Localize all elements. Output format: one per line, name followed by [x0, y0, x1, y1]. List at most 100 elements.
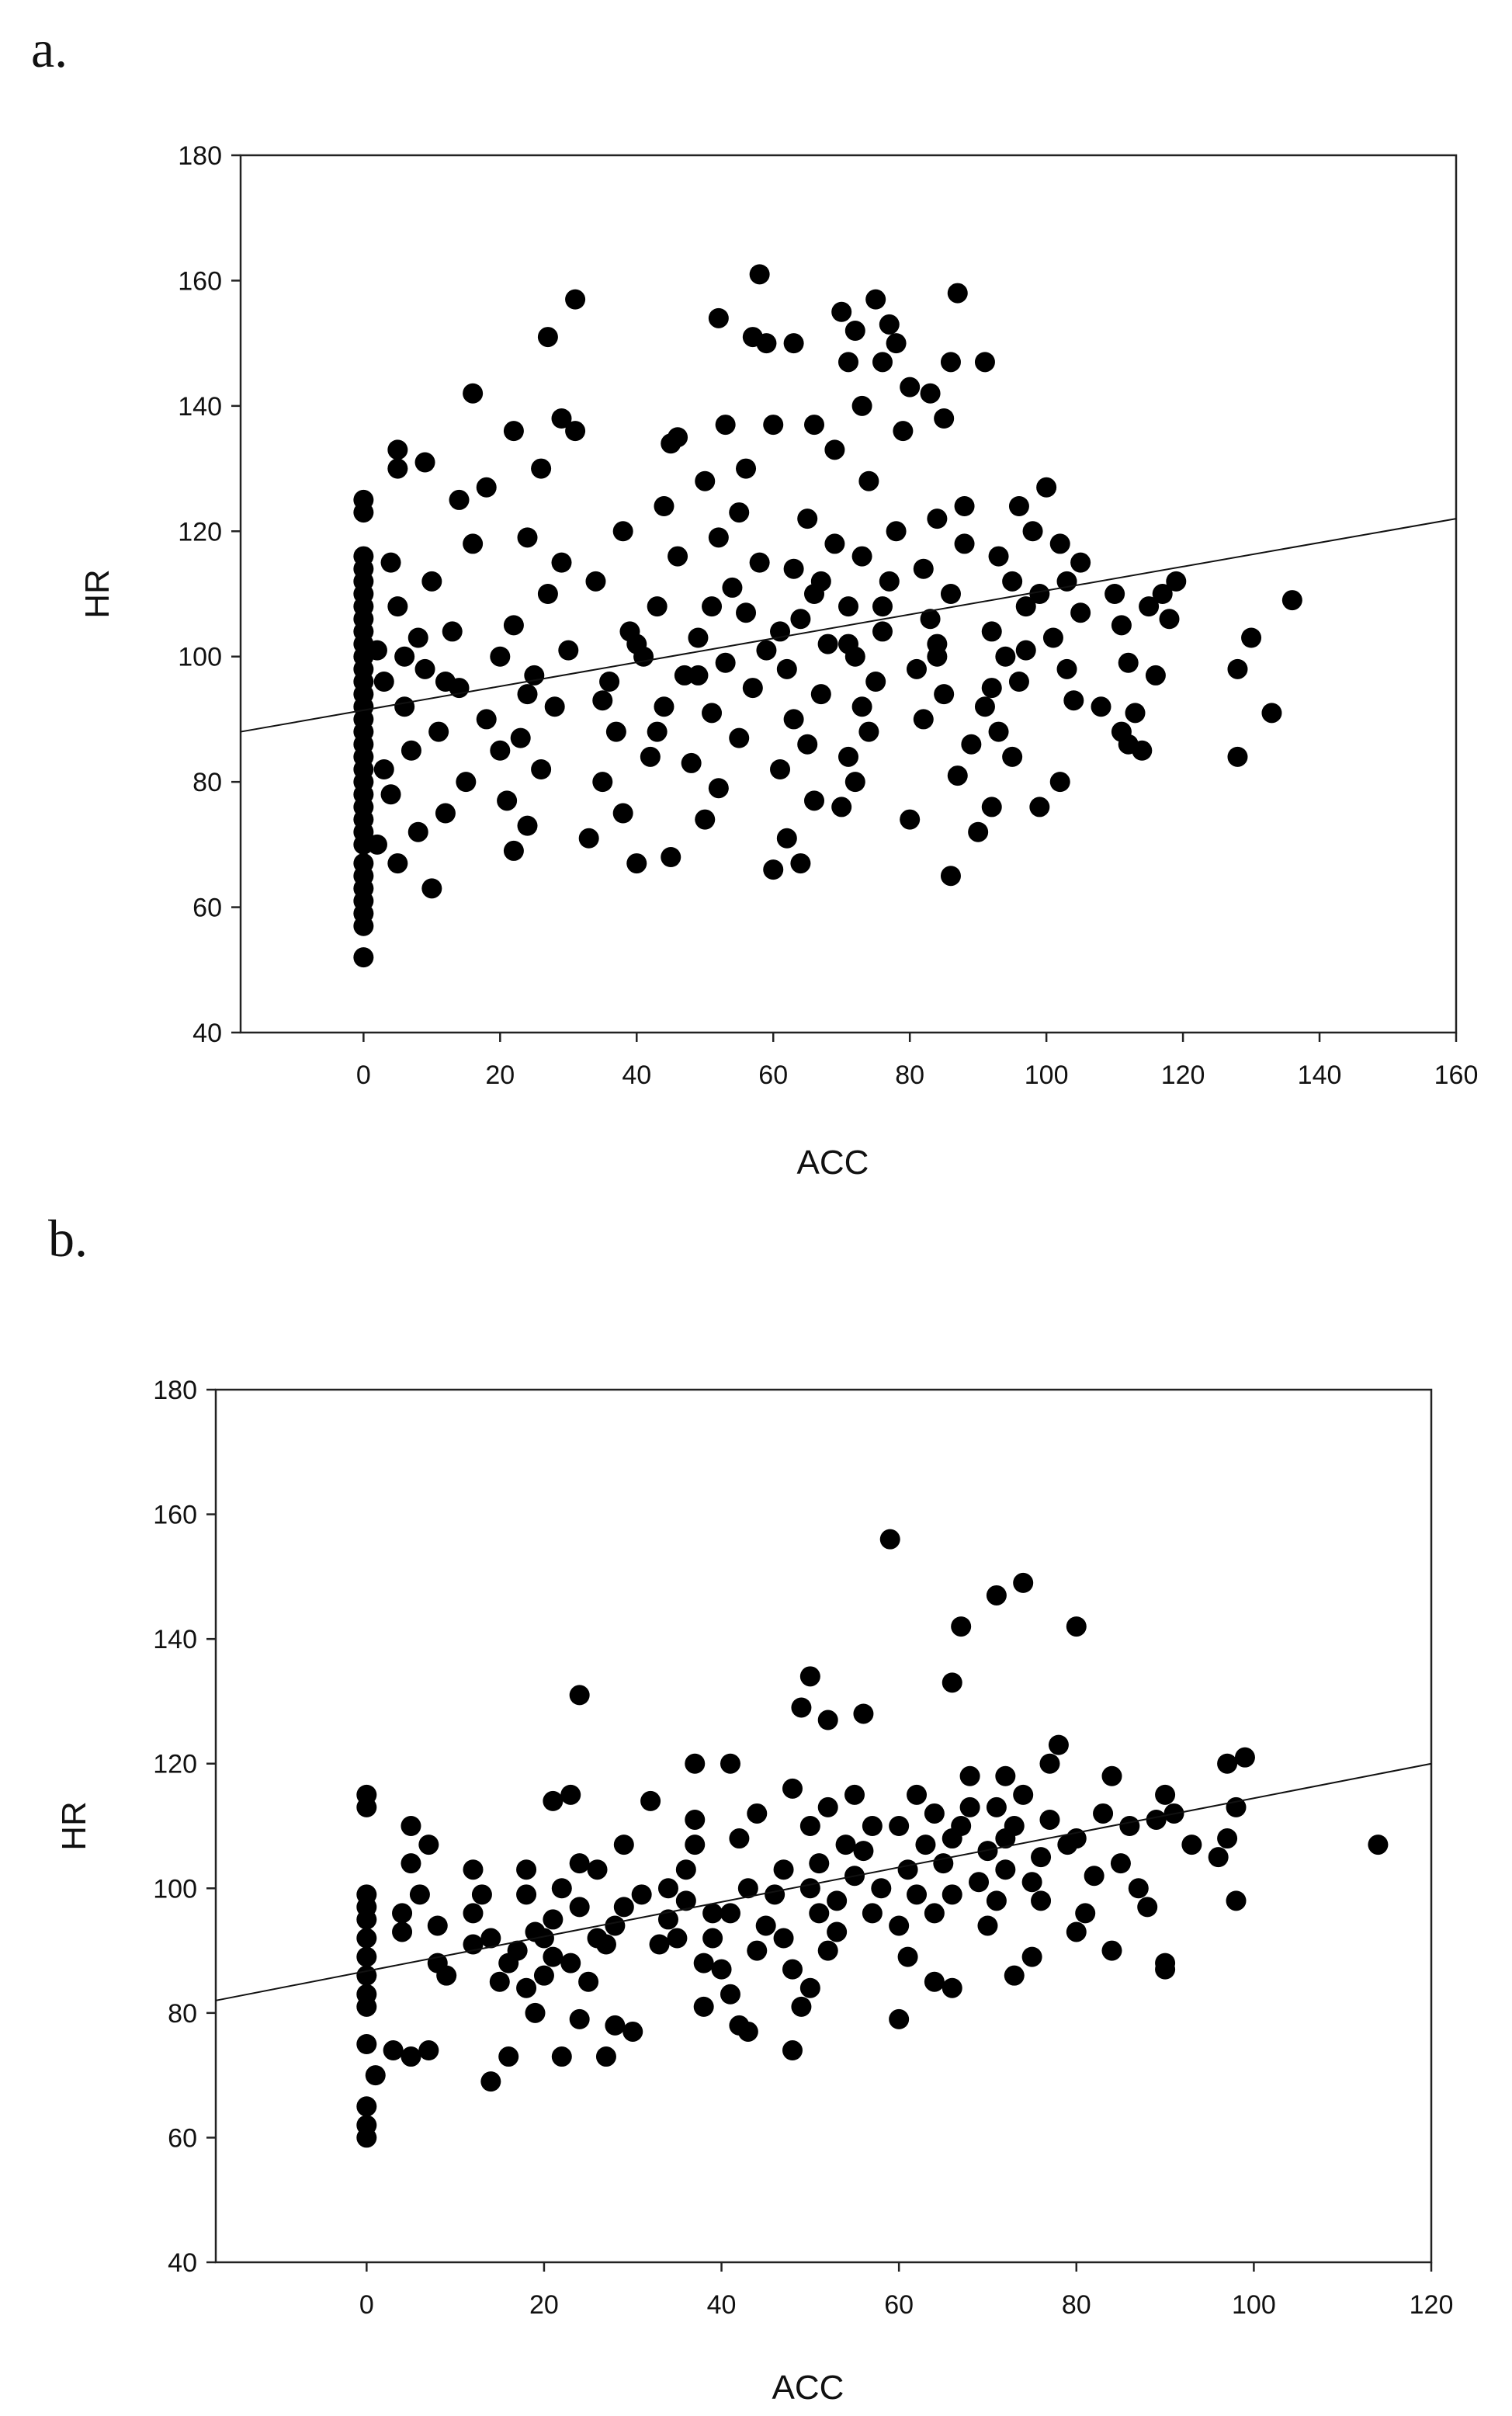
data-point [974, 696, 995, 717]
data-point [790, 853, 811, 874]
data-point [810, 684, 831, 705]
data-point [799, 1816, 820, 1836]
y-tick-label: 120 [153, 1750, 197, 1779]
data-point [715, 415, 736, 436]
data-point [480, 2071, 501, 2092]
data-point [551, 552, 572, 573]
data-point [356, 2096, 377, 2117]
data-point [791, 1697, 812, 1718]
x-tick-label: 60 [884, 2290, 914, 2320]
data-point [1132, 740, 1153, 761]
data-point [737, 1878, 758, 1899]
data-point [977, 1841, 998, 1862]
data-point [835, 1835, 856, 1855]
data-point [578, 1971, 599, 1992]
data-point [981, 621, 1002, 642]
data-point [510, 727, 531, 748]
data-point [942, 1977, 962, 1998]
data-point [838, 746, 858, 767]
data-point [986, 1796, 1007, 1817]
data-point [543, 1790, 564, 1811]
data-point [366, 640, 387, 661]
data-point [729, 1828, 750, 1849]
data-point [1066, 1921, 1087, 1942]
data-point [756, 640, 777, 661]
data-point [783, 558, 804, 579]
data-point [765, 1884, 785, 1905]
data-point [804, 415, 825, 436]
data-point [647, 721, 668, 742]
data-point [981, 797, 1002, 817]
data-point [799, 1878, 820, 1899]
data-point [647, 596, 668, 617]
data-point [804, 790, 825, 811]
data-point [1049, 533, 1070, 554]
data-point [353, 853, 374, 874]
data-point [715, 652, 736, 673]
data-point [558, 640, 579, 661]
data-point [1101, 1765, 1122, 1786]
data-point [1145, 665, 1166, 686]
y-tick-label: 60 [192, 894, 222, 923]
data-point [1070, 602, 1091, 623]
data-point [749, 552, 770, 573]
data-point [1217, 1753, 1238, 1774]
data-point [693, 1996, 714, 2017]
data-point [729, 727, 750, 748]
data-point [661, 847, 681, 867]
data-point [356, 1884, 377, 1905]
data-point [373, 759, 394, 779]
x-tick-label: 0 [359, 2290, 374, 2320]
data-point [387, 596, 408, 617]
data-point [838, 634, 858, 654]
data-point [565, 421, 586, 442]
data-point [1208, 1847, 1229, 1868]
data-point [1029, 797, 1050, 817]
data-point [776, 658, 797, 679]
data-point [356, 1946, 377, 1967]
data-point [1155, 1953, 1176, 1973]
data-point [407, 627, 428, 648]
data-point [862, 1903, 883, 1924]
data-point [551, 408, 572, 429]
data-point [356, 1784, 377, 1805]
data-point [401, 2046, 421, 2067]
data-point [720, 1753, 740, 1774]
data-point [770, 759, 791, 779]
data-point [879, 1529, 900, 1550]
data-point [480, 1928, 501, 1949]
data-point [1049, 772, 1070, 793]
data-point [490, 740, 511, 761]
data-point [640, 1790, 661, 1811]
data-point [817, 1940, 838, 1961]
x-tick-label: 120 [1410, 2290, 1454, 2320]
data-point [414, 658, 435, 679]
data-point [569, 1685, 590, 1706]
data-point [1101, 1940, 1122, 1961]
data-point [1063, 690, 1084, 711]
data-point [657, 1878, 678, 1899]
data-point [708, 778, 729, 799]
data-point [1234, 1747, 1255, 1768]
data-point [463, 1859, 484, 1880]
data-point [380, 784, 401, 805]
data-point [1021, 1946, 1042, 1967]
data-point [1181, 1835, 1202, 1855]
data-point [595, 1934, 616, 1955]
data-point [838, 352, 858, 373]
data-point [1021, 1872, 1042, 1893]
data-point [797, 509, 818, 529]
data-point [1119, 1816, 1140, 1836]
data-point [790, 609, 811, 630]
data-point [747, 1940, 768, 1961]
data-point [907, 1884, 928, 1905]
data-point [685, 1809, 706, 1830]
data-point [654, 696, 675, 717]
data-point [986, 1585, 1007, 1605]
x-tick-label: 40 [707, 2290, 737, 2320]
data-point [517, 684, 538, 705]
data-point [1217, 1828, 1238, 1849]
data-point [900, 809, 921, 830]
data-point [1036, 477, 1057, 498]
data-point [947, 283, 968, 304]
